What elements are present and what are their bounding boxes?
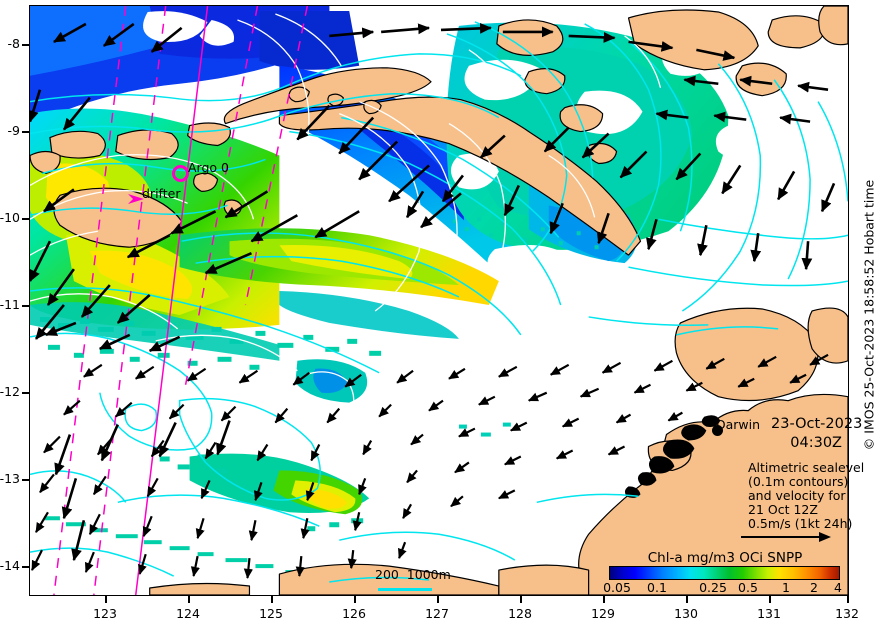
annotation-line-0: Altimetric sealevel	[748, 460, 865, 475]
map-canvas	[30, 6, 848, 595]
annotation-line-3: 21 Oct 12Z	[748, 502, 818, 517]
velocity-scale-arrow	[741, 532, 831, 542]
bathymetry-contours	[30, 21, 848, 583]
annotation-line-1: (0.1m contours)	[748, 474, 849, 489]
y-tick-label-9: -9	[7, 123, 20, 138]
argo-marker[interactable]	[172, 165, 189, 182]
y-tick-label-10: -10	[0, 210, 20, 225]
y-tick-label-14: -14	[0, 558, 20, 573]
drifter-label: drifter	[142, 186, 181, 201]
city-label-darwin: Darwin	[716, 417, 761, 432]
y-tick-label-13: -13	[0, 471, 20, 486]
land-mask	[30, 6, 848, 595]
velocity-vectors	[30, 22, 836, 579]
colorbar-tick-4: 1	[782, 580, 790, 595]
colorbar[interactable]	[609, 566, 840, 580]
bathy-legend-line	[378, 588, 432, 591]
argo-label: Argo 0	[188, 160, 229, 175]
y-tick-label-8: -8	[7, 36, 20, 51]
x-tick-label-127: 127	[425, 606, 449, 621]
x-tick-label-128: 128	[508, 606, 532, 621]
x-tick-label-124: 124	[176, 606, 200, 621]
colorbar-tick-2: 0.25	[699, 580, 727, 595]
x-tick-label-126: 126	[342, 606, 366, 621]
y-tick-label-12: -12	[0, 384, 20, 399]
map-plot-area[interactable]	[29, 5, 849, 596]
colorbar-title: Chl-a mg/m3 OCi SNPP	[647, 550, 803, 566]
bathymetry-legend-label: 200 1000m	[375, 567, 451, 582]
colorbar-tick-0: 0.05	[603, 580, 631, 595]
colorbar-gradient	[610, 567, 839, 579]
colorbar-tick-1: 0.1	[647, 580, 667, 595]
x-tick-label-129: 129	[591, 606, 615, 621]
x-tick-label-130: 130	[674, 606, 698, 621]
copyright-notice: © IMOS 25-Oct-2023 18:58:52 Hobart time	[857, 0, 880, 630]
x-tick-label-131: 131	[757, 606, 781, 621]
colorbar-tick-3: 0.5	[738, 580, 758, 595]
annotation-line-2: and velocity for	[748, 488, 846, 503]
y-tick-label-11: -11	[0, 297, 20, 312]
drifter-marker[interactable]	[127, 191, 149, 207]
x-tick-label-132: 132	[835, 606, 859, 621]
title-time: 04:30Z	[790, 435, 842, 451]
x-tick-label-123: 123	[93, 606, 117, 621]
colorbar-tick-5: 2	[810, 580, 818, 595]
annotation-block: Altimetric sealevel (0.1m contours) and …	[748, 461, 864, 531]
annotation-line-4: 0.5m/s (1kt 24h)	[748, 516, 853, 531]
colorbar-tick-6: 4	[834, 580, 842, 595]
city-dot-darwin	[712, 425, 723, 436]
title-date: 23-Oct-2023	[771, 416, 863, 432]
x-tick-label-125: 125	[259, 606, 283, 621]
copyright-text: © IMOS 25-Oct-2023 18:58:52 Hobart time	[861, 179, 877, 451]
